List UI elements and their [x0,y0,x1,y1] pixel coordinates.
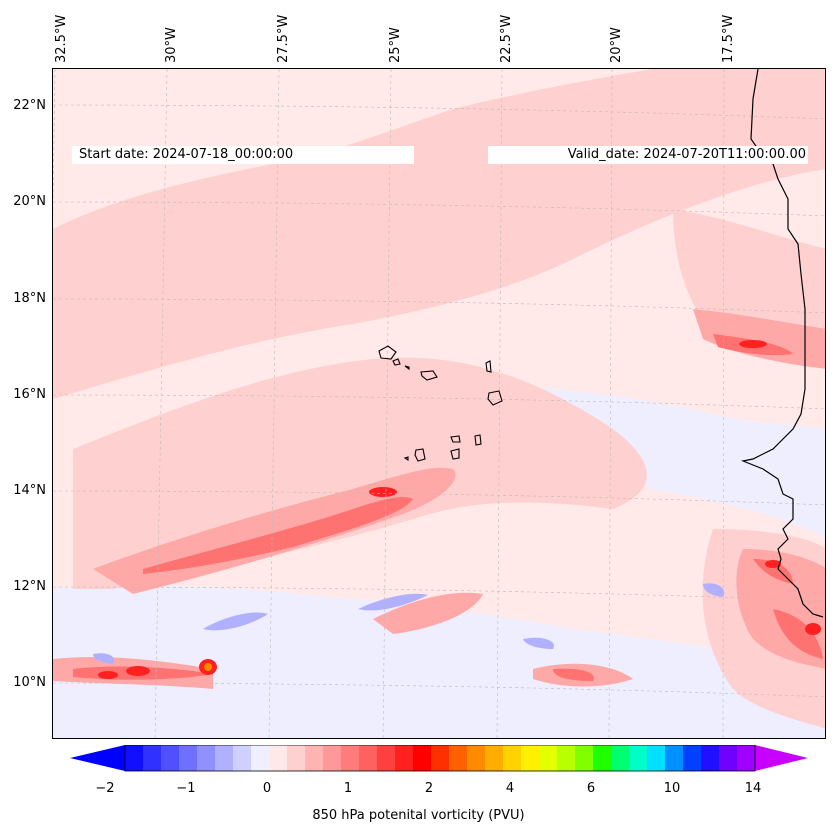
lat-label-12n: 12°N [13,579,46,594]
lon-label-30w: 30°W [164,27,179,63]
lat-label-20n: 20°N [13,194,46,209]
colorbar-tick-2: 2 [424,781,434,796]
colorbar-segment [413,745,432,771]
lon-label-32-5w: 32.5°W [54,14,69,63]
lon-label-25w: 25°W [388,27,403,63]
colorbar-segment [467,745,486,771]
colorbar-segment [701,745,720,771]
colorbar-segment [179,745,198,771]
colorbar-segment [665,745,684,771]
lat-label-10n: 10°N [13,675,46,690]
colorbar-segment [125,745,144,771]
colorbar-segment [503,745,522,771]
colorbar-min-arrow [70,745,125,771]
colorbar-segment [341,745,360,771]
lat-label-14n: 14°N [13,483,46,498]
colorbar-segment [323,745,342,771]
colorbar-segment [593,745,612,771]
start-date-label: Start date: 2024-07-18_00:00:00 [72,146,414,164]
lon-label-22-5w: 22.5°W [499,14,514,63]
peak-regions [98,340,821,679]
colorbar-segment [737,745,756,771]
colorbar-segment [557,745,576,771]
colorbar-tick-0: 0 [262,781,272,796]
colorbar-segment [269,745,288,771]
colorbar-segment [647,745,666,771]
colorbar-segment [143,745,162,771]
colorbar-tick-neg2: −2 [95,781,115,796]
colorbar-segment [611,745,630,771]
extreme-regions [204,663,212,671]
colorbar-segment [683,745,702,771]
colorbar-max-arrow [755,745,808,771]
colorbar-tick-1: 1 [343,781,353,796]
lon-label-27-5w: 27.5°W [276,14,291,63]
valid-date-label: Valid_date: 2024-07-20T11:00:00.00 [488,146,808,164]
negative-regions [93,583,725,664]
colorbar-segment [197,745,216,771]
colorbar [70,745,808,772]
coastline-africa [740,69,824,618]
colorbar-segment [575,745,594,771]
colorbar-segment [251,745,270,771]
colorbar-segment [431,745,450,771]
colorbar-tick-10: 10 [663,781,681,796]
cape-verde-islands [378,345,503,462]
colorbar-segment [215,745,234,771]
graticule [53,69,825,738]
lat-label-22n: 22°N [13,98,46,113]
pv-field-map [53,69,825,738]
colorbar-segment [233,745,252,771]
colorbar-tick-4: 4 [505,781,515,796]
colorbar-segment [377,745,396,771]
colorbar-segment [449,745,468,771]
colorbar-segment [359,745,378,771]
lat-label-16n: 16°N [13,387,46,402]
colorbar-tick-14: 14 [744,781,762,796]
lon-label-20w: 20°W [609,27,624,63]
colorbar-segment [629,745,648,771]
colorbar-segment [395,745,414,771]
colorbar-segment [305,745,324,771]
colorbar-label: 850 hPa potenital vorticity (PVU) [312,808,525,823]
colorbar-segment [539,745,558,771]
lat-label-18n: 18°N [13,291,46,306]
colorbar-segment [521,745,540,771]
colorbar-tick-neg1: −1 [176,781,196,796]
map-panel[interactable]: Start date: 2024-07-18_00:00:00 Valid_da… [52,68,826,739]
colorbar-segment [287,745,306,771]
lon-label-17-5w: 17.5°W [721,14,736,63]
colorbar-segment [485,745,504,771]
colorbar-tick-6: 6 [586,781,596,796]
colorbar-segments [125,745,756,771]
colorbar-segment [719,745,738,771]
colorbar-segment [161,745,180,771]
